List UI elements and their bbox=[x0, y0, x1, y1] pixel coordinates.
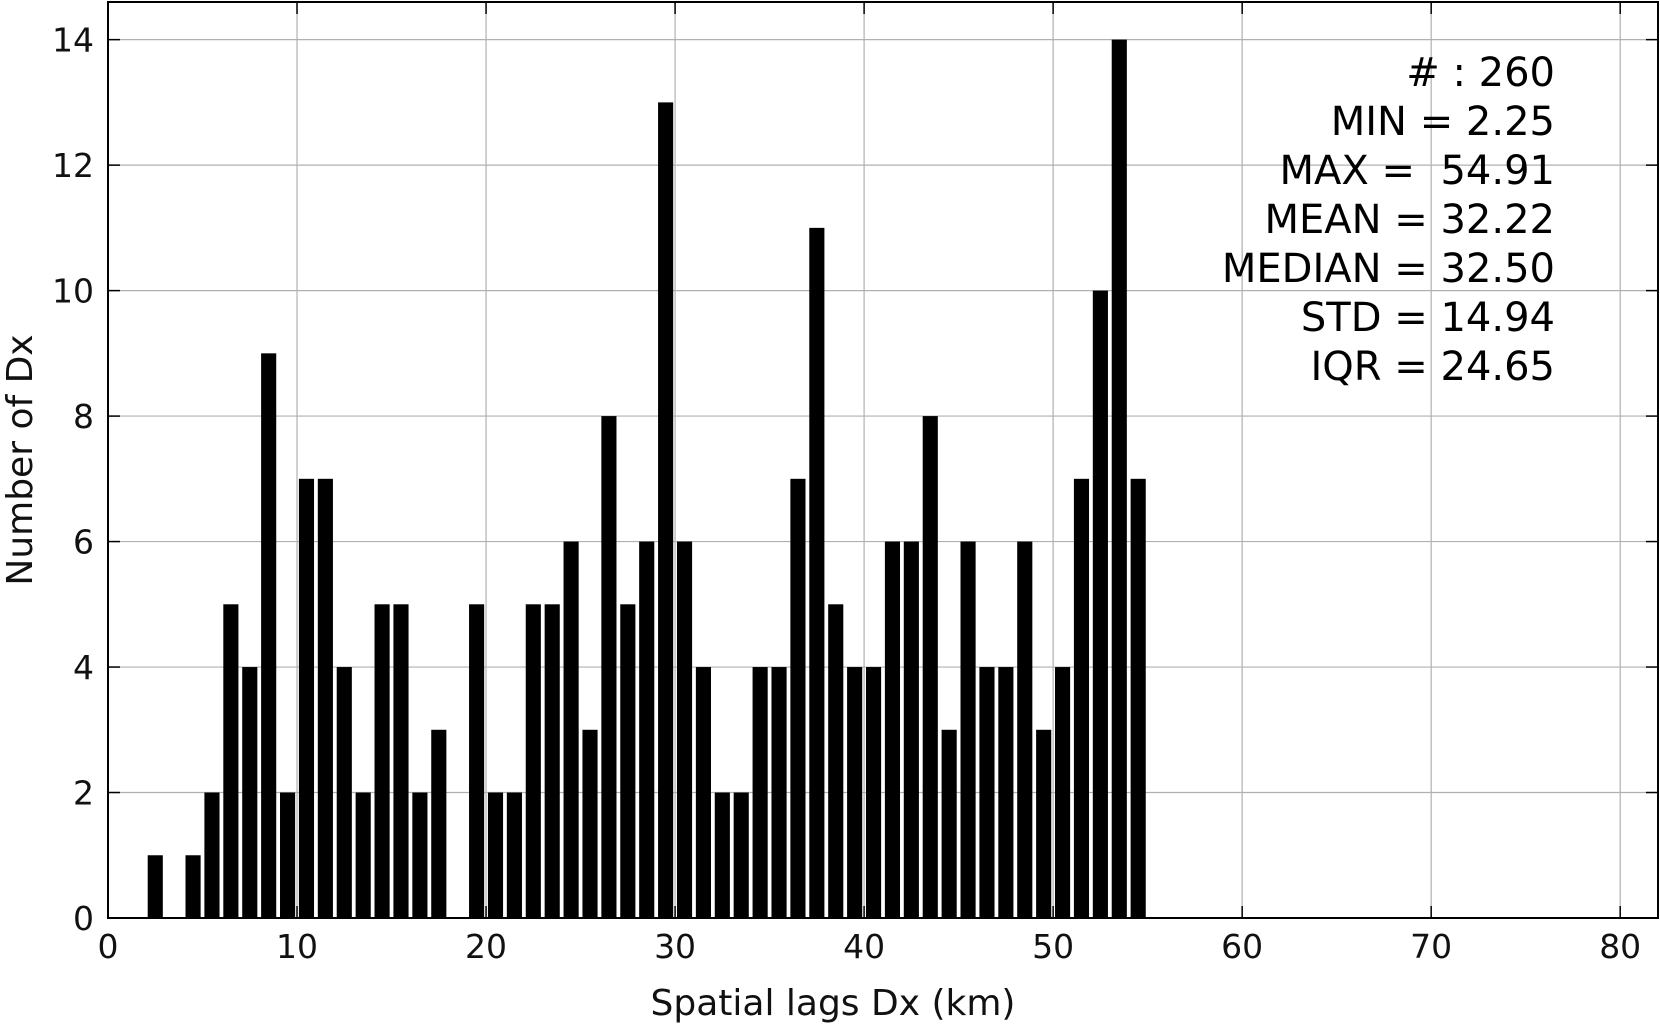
x-tick-label: 40 bbox=[843, 927, 885, 966]
y-tick-label: 10 bbox=[52, 272, 94, 311]
histogram-bar bbox=[884, 541, 901, 918]
histogram-bar bbox=[393, 604, 409, 918]
histogram-bar bbox=[261, 353, 277, 918]
stat-line: # : 260 bbox=[1406, 50, 1555, 96]
y-tick-label: 2 bbox=[73, 774, 94, 813]
histogram-bar bbox=[487, 792, 504, 918]
histogram-bar bbox=[1017, 541, 1033, 918]
histogram-bar bbox=[1092, 290, 1108, 918]
x-tick-label: 20 bbox=[465, 927, 507, 966]
histogram-bar bbox=[658, 102, 674, 919]
histogram-bar bbox=[1111, 39, 1127, 918]
y-tick-label: 6 bbox=[73, 523, 94, 562]
x-tick-label: 50 bbox=[1032, 927, 1074, 966]
histogram-bar bbox=[431, 729, 447, 918]
histogram-bar bbox=[865, 667, 882, 918]
histogram-bar bbox=[828, 604, 844, 918]
histogram-bar bbox=[1130, 478, 1146, 918]
histogram-bar bbox=[790, 478, 806, 918]
y-tick-label: 14 bbox=[52, 21, 94, 60]
histogram-bar bbox=[960, 541, 976, 918]
y-tick-label: 4 bbox=[73, 648, 94, 687]
stat-line: MEDIAN = 32.50 bbox=[1222, 246, 1555, 292]
histogram-bar bbox=[922, 416, 938, 918]
histogram-bar bbox=[469, 604, 485, 918]
histogram-bar bbox=[223, 604, 239, 918]
plot-frame bbox=[107, 1, 1659, 919]
histogram-bar bbox=[998, 667, 1014, 918]
histogram-bar bbox=[582, 729, 598, 918]
histogram-bar bbox=[185, 855, 201, 918]
histogram-bar bbox=[752, 667, 768, 918]
histogram-bar bbox=[979, 667, 995, 918]
stat-line: STD = 14.94 bbox=[1301, 295, 1555, 341]
histogram-bar bbox=[1055, 667, 1071, 918]
x-tick-label: 10 bbox=[276, 927, 318, 966]
histogram-bar bbox=[506, 792, 522, 918]
stat-line: MIN = 2.25 bbox=[1331, 99, 1555, 145]
histogram-bar bbox=[695, 667, 711, 918]
y-tick-label: 0 bbox=[73, 899, 94, 938]
histogram-bar bbox=[280, 792, 296, 918]
histogram-bar bbox=[298, 478, 315, 918]
stat-line: MEAN = 32.22 bbox=[1264, 197, 1555, 243]
x-tick-label: 80 bbox=[1599, 927, 1641, 966]
histogram-bar bbox=[355, 792, 371, 918]
histogram-bar bbox=[771, 667, 787, 918]
histogram-bar bbox=[374, 604, 390, 918]
y-tick-label: 12 bbox=[52, 146, 94, 185]
histogram-bar bbox=[147, 855, 163, 918]
histogram-bar bbox=[639, 541, 655, 918]
stat-line: MAX = 54.91 bbox=[1280, 148, 1555, 194]
x-axis-title: Spatial lags Dx (km) bbox=[651, 983, 1016, 1024]
histogram-bar bbox=[676, 541, 693, 918]
histogram-bar bbox=[714, 792, 730, 918]
histogram-bar bbox=[544, 604, 560, 918]
histogram-bar bbox=[525, 604, 541, 918]
histogram-bar bbox=[903, 541, 919, 918]
histogram-bar bbox=[1036, 729, 1052, 918]
histogram-bar bbox=[941, 729, 957, 918]
x-tick-label: 0 bbox=[98, 927, 119, 966]
x-tick-label: 30 bbox=[654, 927, 696, 966]
histogram-bar bbox=[563, 541, 579, 918]
x-tick-label: 70 bbox=[1410, 927, 1452, 966]
bars bbox=[147, 39, 1146, 919]
histogram-bar bbox=[847, 667, 863, 918]
histogram-bar bbox=[620, 604, 636, 918]
histogram-bar bbox=[336, 667, 352, 918]
histogram-bar bbox=[204, 792, 220, 918]
y-tick-label: 8 bbox=[73, 397, 94, 436]
y-axis-title: Number of Dx bbox=[0, 334, 41, 585]
axis-ticks: 0 10 20 30 40 50 60 70 80 0 2 4 6 8 10 12 14 bbox=[52, 2, 1658, 966]
x-tick-label: 60 bbox=[1221, 927, 1263, 966]
histogram-bar bbox=[317, 478, 333, 918]
histogram-bar bbox=[242, 667, 258, 918]
histogram-bar bbox=[1073, 478, 1090, 918]
histogram-bar bbox=[601, 416, 617, 918]
histogram-bar bbox=[733, 792, 749, 918]
histogram-bar bbox=[412, 792, 428, 918]
histogram-bar bbox=[809, 227, 825, 918]
stat-line: IQR = 24.65 bbox=[1310, 344, 1555, 390]
